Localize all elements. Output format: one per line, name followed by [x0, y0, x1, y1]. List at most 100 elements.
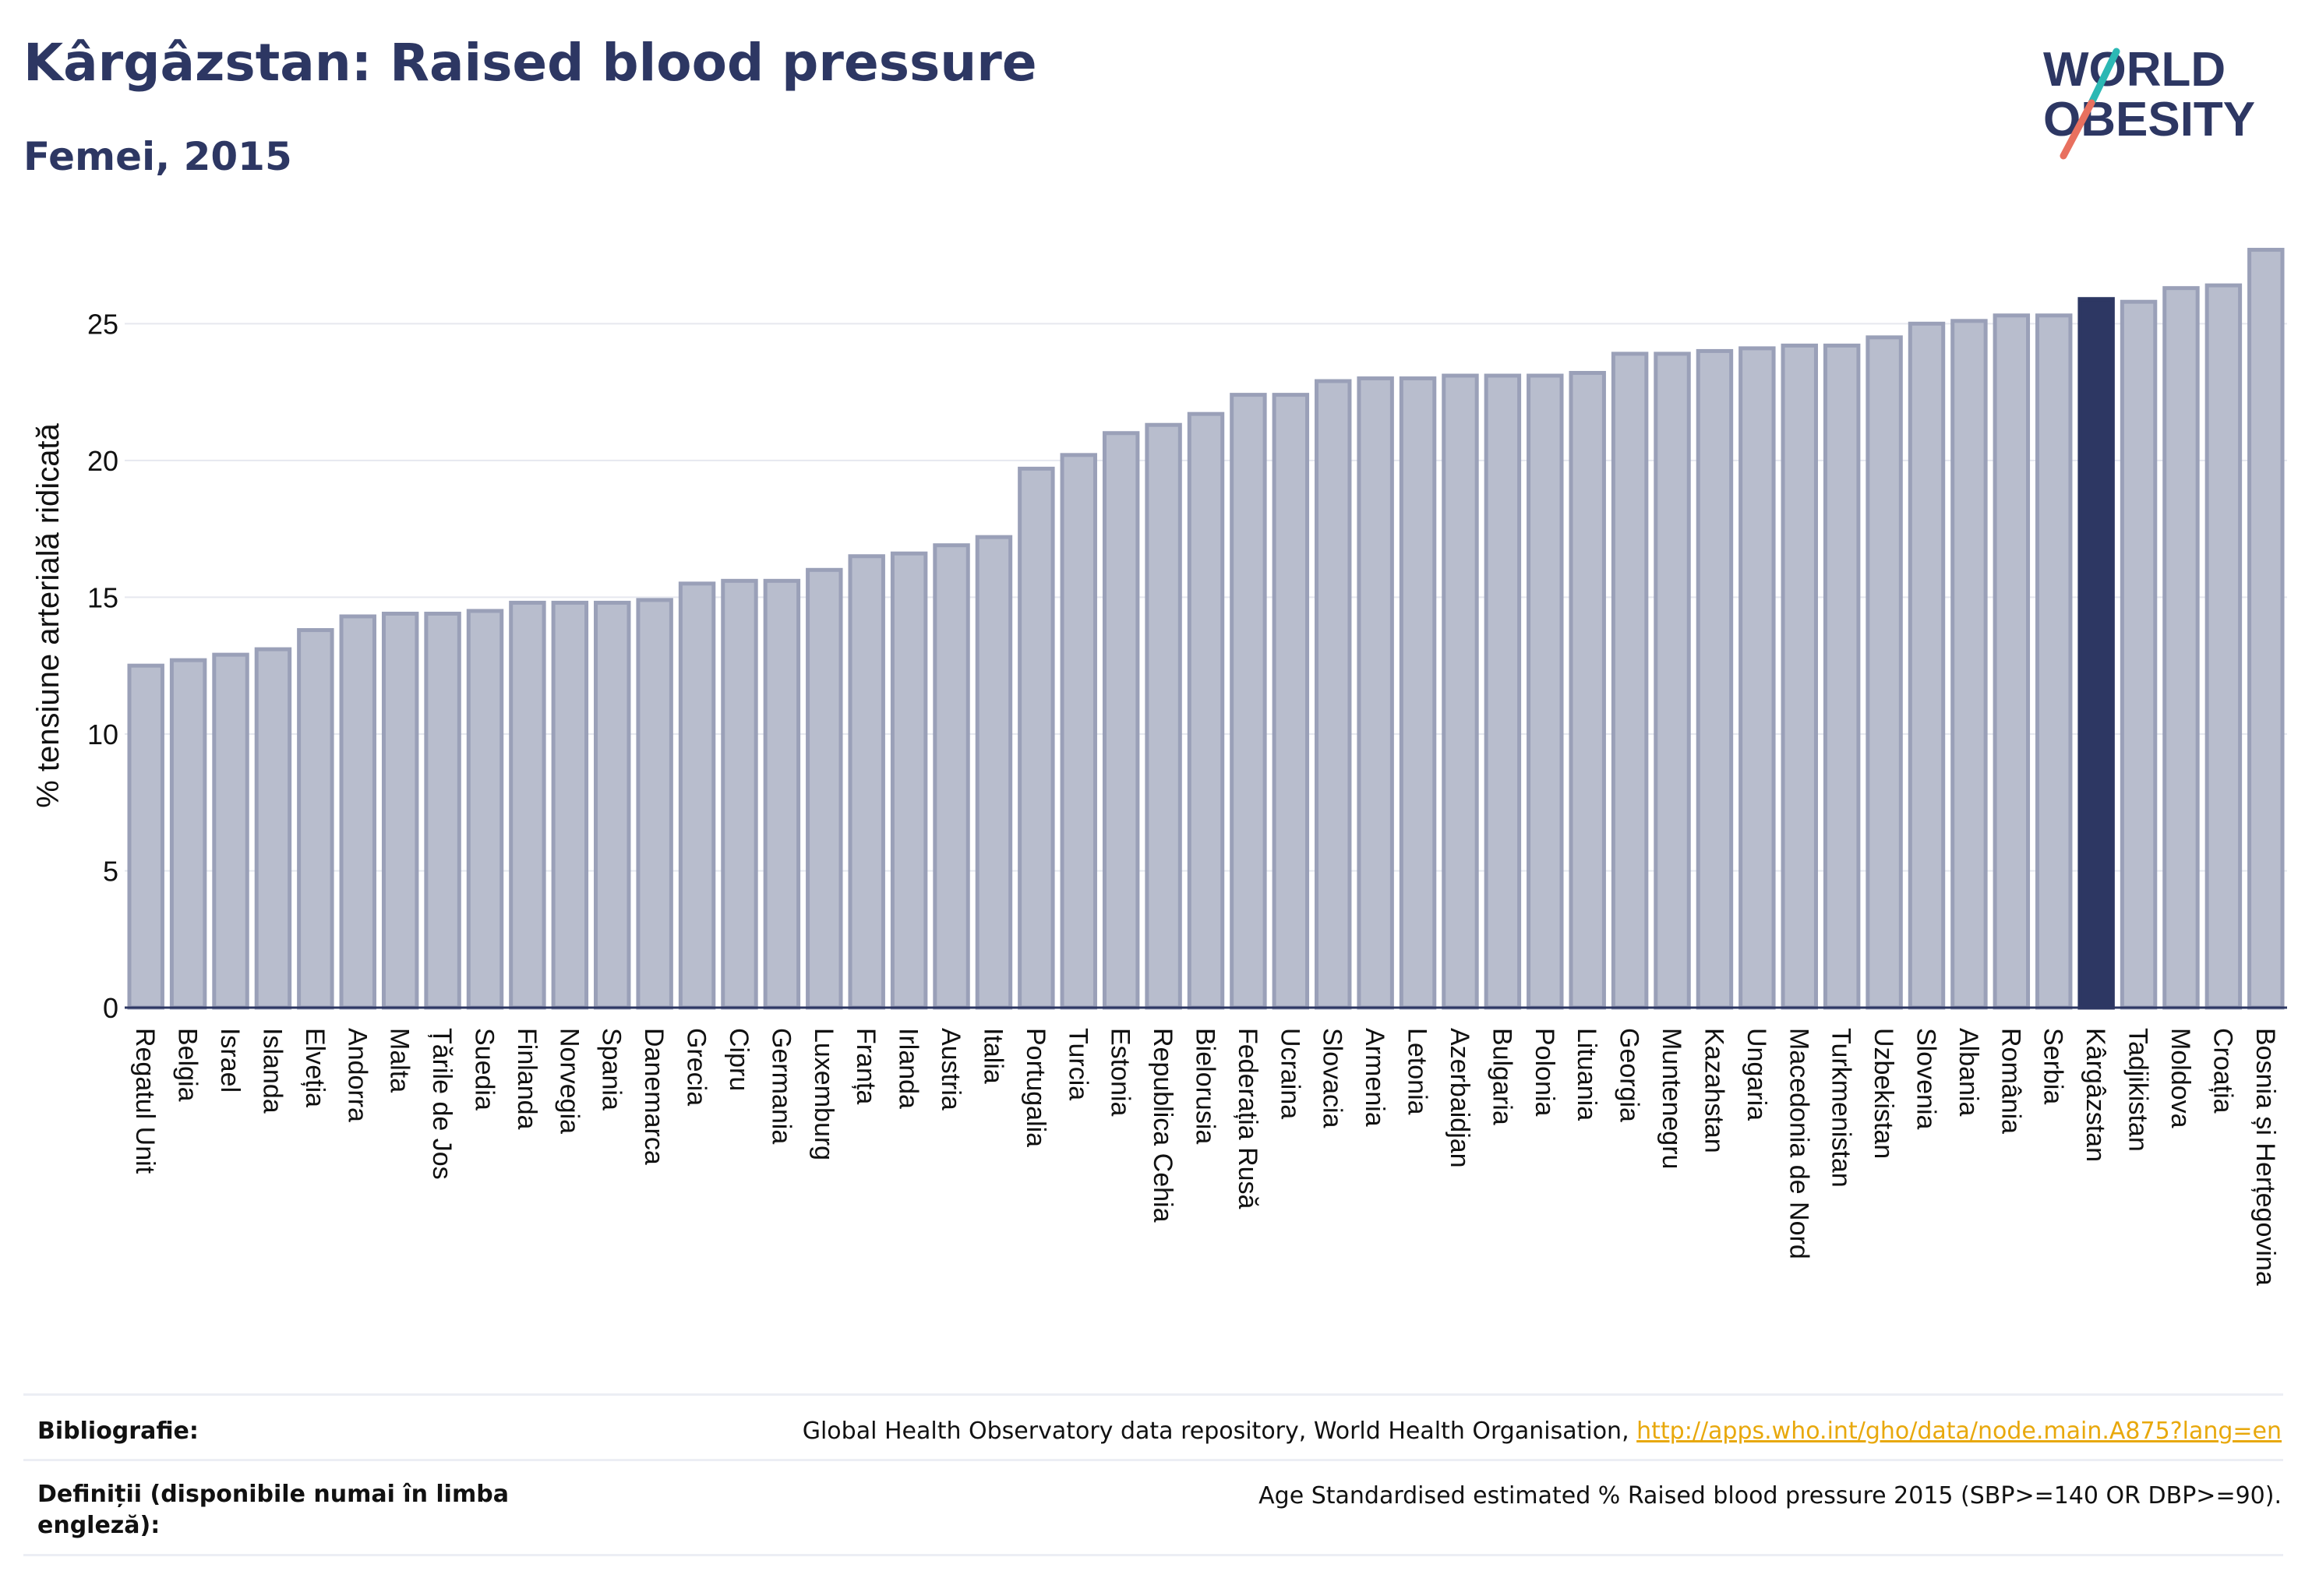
- bar: [1187, 411, 1225, 1010]
- bar: [424, 611, 461, 1010]
- bar: [1908, 321, 1946, 1010]
- bar: [212, 652, 249, 1010]
- x-tick-label: Danemarca: [639, 1028, 669, 1165]
- bar: [1527, 373, 1564, 1010]
- x-tick-label: Portugalia: [1021, 1028, 1050, 1147]
- bar: [1145, 422, 1182, 1010]
- logo-slash-icon: [2088, 48, 2120, 107]
- x-tick-label: Federația Rusă: [1233, 1028, 1262, 1209]
- x-tick-label: Italia: [978, 1028, 1008, 1084]
- bar: [1399, 376, 1437, 1010]
- chart-title: Kârgâzstan: Raised blood pressure: [23, 33, 1037, 93]
- x-tick-label: Estonia: [1106, 1028, 1135, 1116]
- y-tick-label: 5: [103, 855, 118, 887]
- bar: [975, 535, 1013, 1010]
- bar: [1993, 313, 2031, 1010]
- bar: [1442, 373, 1479, 1010]
- bar: [1696, 348, 1734, 1010]
- footer-divider-top: [23, 1393, 2283, 1396]
- x-tick-label: Letonia: [1403, 1028, 1432, 1115]
- x-tick-label: Bielorusia: [1191, 1028, 1220, 1144]
- x-tick-label: Germania: [766, 1028, 796, 1144]
- bar: [297, 628, 334, 1010]
- x-tick-label: Israel: [215, 1028, 245, 1093]
- bar: [127, 663, 164, 1010]
- y-tick-label: 20: [87, 445, 118, 477]
- logo-slash-icon-lower: [2060, 99, 2095, 160]
- x-tick-label: Serbia: [2038, 1028, 2068, 1104]
- y-axis-ticks: 0 5 10 15 20 25: [87, 308, 118, 1024]
- world-obesity-logo: WORLD OBESITY: [2043, 43, 2255, 160]
- y-tick-label: 0: [103, 992, 118, 1024]
- x-tick-label: Muntenegru: [1657, 1028, 1686, 1169]
- logo-text-world: WORLD: [2043, 43, 2226, 97]
- x-tick-label: Polonia: [1530, 1028, 1559, 1117]
- bar: [2247, 248, 2285, 1010]
- bar: [1738, 346, 1776, 1010]
- x-tick-label: Bosnia și Herțegovina: [2250, 1028, 2280, 1286]
- x-tick-label: Luxemburg: [809, 1028, 838, 1160]
- x-tick-label: Turcia: [1063, 1028, 1092, 1100]
- x-tick-label: Lituania: [1572, 1028, 1601, 1121]
- bar: [1484, 373, 1522, 1010]
- bar: [254, 647, 292, 1010]
- x-tick-label: Turkmenistan: [1827, 1028, 1856, 1188]
- bar: [1272, 393, 1310, 1010]
- x-tick-label: Kârgâzstan: [2081, 1028, 2110, 1162]
- x-tick-label: Grecia: [682, 1028, 711, 1106]
- bar: [1950, 319, 1988, 1010]
- x-tick-label: Austria: [936, 1028, 965, 1110]
- bar: [890, 551, 928, 1010]
- bar: [806, 567, 843, 1010]
- bar: [1230, 393, 1267, 1010]
- x-axis-labels: Regatul Unit Belgia Israel Islanda Elveția An…: [130, 1028, 2280, 1286]
- bar: [636, 598, 673, 1010]
- bar: [1781, 343, 1818, 1010]
- chart-subtitle: Femei, 2015: [23, 134, 292, 179]
- x-tick-label: Norvegia: [554, 1028, 584, 1134]
- x-tick-label: Kazahstan: [1699, 1028, 1728, 1153]
- footer-divider-bottom: [23, 1554, 2283, 1556]
- bar: [2035, 313, 2073, 1010]
- bar: [1611, 351, 1649, 1010]
- bar: [2204, 283, 2243, 1010]
- x-tick-label: Slovacia: [1318, 1028, 1347, 1128]
- x-tick-label: Suedia: [470, 1028, 499, 1110]
- x-tick-label: Cipru: [724, 1028, 754, 1091]
- bar: [509, 600, 546, 1010]
- bars: [127, 248, 2285, 1010]
- x-tick-label: Ucraina: [1275, 1028, 1304, 1119]
- x-tick-label: Belgia: [173, 1028, 203, 1102]
- x-tick-label: Azerbaidjan: [1445, 1028, 1474, 1168]
- x-tick-label: Țările de Jos: [427, 1028, 457, 1180]
- bar: [1569, 371, 1606, 1010]
- x-tick-label: Islanda: [257, 1028, 287, 1114]
- definitions-value: Age Standardised estimated % Raised bloo…: [1258, 1482, 2282, 1509]
- bar: [2162, 286, 2200, 1010]
- bar: [721, 578, 758, 1010]
- bar: [848, 554, 885, 1010]
- y-axis-label: % tensiune arterială ridicată: [31, 422, 65, 807]
- logo-text-obesity: OBESITY: [2043, 93, 2255, 147]
- x-tick-label: Moldova: [2166, 1028, 2195, 1128]
- bar: [594, 600, 631, 1010]
- sources-text: Global Health Observatory data repositor…: [802, 1418, 1637, 1445]
- bar: [466, 609, 504, 1010]
- x-tick-label: Andorra: [342, 1028, 372, 1122]
- y-tick-label: 10: [87, 719, 118, 750]
- x-tick-label: Slovenia: [1911, 1028, 1941, 1130]
- bar-highlighted: [2077, 297, 2115, 1010]
- bar: [1315, 379, 1352, 1010]
- footer-divider-middle: [23, 1459, 2283, 1461]
- bar: [1060, 453, 1097, 1010]
- sources-link[interactable]: http://apps.who.int/gho/data/node.main.A…: [1636, 1418, 2282, 1445]
- definitions-label: Definiții (disponibile numai în limba en…: [37, 1481, 509, 1539]
- bar: [339, 614, 376, 1010]
- x-tick-label: Croația: [2208, 1028, 2237, 1114]
- bar: [2120, 299, 2158, 1010]
- x-tick-label: Albania: [1954, 1028, 1983, 1117]
- x-tick-label: Regatul Unit: [130, 1028, 160, 1174]
- x-tick-label: Macedonia de Nord: [1784, 1028, 1813, 1259]
- x-tick-label: România: [1996, 1028, 2025, 1134]
- x-tick-label: Georgia: [1615, 1028, 1644, 1122]
